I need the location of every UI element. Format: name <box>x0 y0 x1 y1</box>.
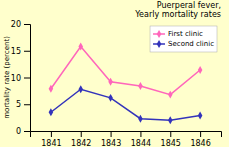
y-axis: 0 5 10 15 20 <box>11 20 31 136</box>
y-tick-mark <box>24 51 30 52</box>
y-tick-mark <box>24 104 30 105</box>
y-tick-label: 5 <box>16 100 21 109</box>
chart: 1841 1842 1843 1844 1845 1846 0 5 10 15 20 First cl… <box>0 0 229 147</box>
legend-entry: Second clinic <box>153 40 214 48</box>
y-tick: 20 <box>11 20 30 29</box>
legend-entry: First clinic <box>153 30 203 38</box>
legend-label: Second clinic <box>168 40 214 48</box>
series-marker <box>78 85 83 93</box>
legend: First clinic Second clinic <box>150 26 217 52</box>
y-tick: 15 <box>11 47 30 56</box>
y-tick: 0 <box>16 127 30 136</box>
x-tick-label: 1841 <box>41 139 61 147</box>
x-tick-mark <box>81 131 82 137</box>
x-tick-label: 1844 <box>131 139 151 147</box>
x-tick-mark <box>170 131 171 137</box>
x-tick: 1844 <box>131 131 151 147</box>
series-marker <box>198 112 203 120</box>
x-axis: 1841 1842 1843 1844 1845 1846 <box>31 131 222 147</box>
plot: 1841 1842 1843 1844 1845 1846 0 5 10 15 20 First cl… <box>11 20 222 147</box>
x-tick: 1843 <box>101 131 121 147</box>
y-tick-label: 10 <box>11 74 21 83</box>
series-marker <box>49 85 54 93</box>
series-marker <box>49 108 54 116</box>
series-marker <box>108 78 113 86</box>
title: Puerperal fever,Yearly mortality rates <box>134 1 221 19</box>
series-line <box>51 46 200 94</box>
y-tick: 10 <box>11 74 30 83</box>
y-tick-mark <box>24 131 30 132</box>
legend-label: First clinic <box>168 30 203 38</box>
legend-marker <box>157 40 162 48</box>
y-tick: 5 <box>16 100 30 109</box>
x-tick-mark <box>111 131 112 137</box>
series-marker <box>138 82 143 90</box>
x-tick: 1846 <box>190 131 210 147</box>
x-tick-label: 1845 <box>161 139 181 147</box>
legend-frame <box>150 26 217 52</box>
series-marker <box>198 66 203 74</box>
series-marker <box>78 43 83 51</box>
series-marker <box>168 116 173 124</box>
x-tick-mark <box>51 131 52 137</box>
legend-marker <box>157 30 162 38</box>
x-tick-label: 1843 <box>101 139 121 147</box>
x-tick-mark <box>140 131 141 137</box>
y-tick-mark <box>24 78 30 79</box>
y-tick-mark <box>24 24 30 25</box>
x-tick-mark <box>200 131 201 137</box>
series-marker <box>168 91 173 99</box>
y-tick-label: 0 <box>16 127 21 136</box>
x-tick-label: 1846 <box>190 139 210 147</box>
x-tick: 1842 <box>71 131 91 147</box>
series-line <box>51 89 200 120</box>
y-axis-line <box>24 25 31 132</box>
y-tick-label: 15 <box>11 47 21 56</box>
y-tick-label: 20 <box>11 20 21 29</box>
series-marker <box>108 94 113 102</box>
x-axis-line <box>31 132 222 138</box>
x-tick-label: 1842 <box>71 139 91 147</box>
series-marker <box>138 115 143 123</box>
x-tick: 1841 <box>41 131 61 147</box>
marks <box>49 43 203 125</box>
x-tick: 1845 <box>161 131 181 147</box>
y-axis-title: mortality rate (percent) <box>3 36 11 119</box>
